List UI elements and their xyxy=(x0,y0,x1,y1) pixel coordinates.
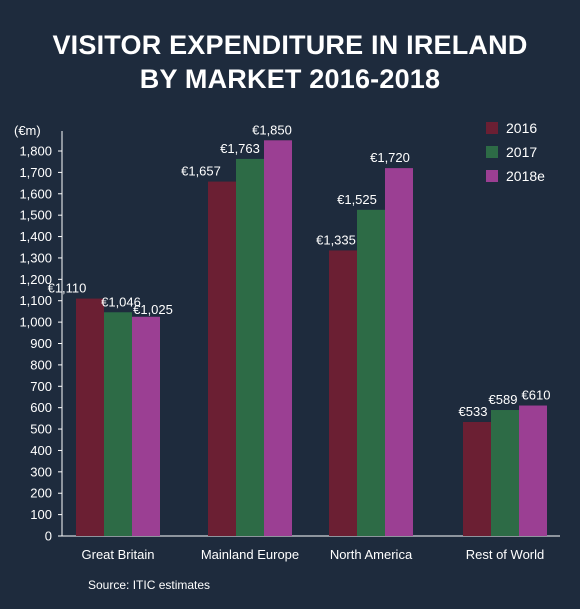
data-label: €610 xyxy=(522,388,551,403)
chart-title-line2: BY MARKET 2016-2018 xyxy=(139,64,441,94)
y-tick-label: 700 xyxy=(30,379,52,394)
chart-title: VISITOR EXPENDITURE IN IRELAND BY MARKET… xyxy=(0,28,580,96)
x-tick-label: Great Britain xyxy=(82,547,155,562)
y-tick-label: 0 xyxy=(45,529,52,544)
data-label: €1,720 xyxy=(370,150,410,165)
bar-2016 xyxy=(208,181,236,536)
y-tick-label: 900 xyxy=(30,336,52,351)
chart-title-line1: VISITOR EXPENDITURE IN IRELAND xyxy=(52,30,528,60)
bar-2018e xyxy=(264,140,292,537)
data-label: €1,525 xyxy=(337,192,377,207)
y-tick-label: 100 xyxy=(30,507,52,522)
y-tick-label: 1,600 xyxy=(19,186,52,201)
legend-swatch-2017 xyxy=(486,146,498,158)
y-tick-label: 1,700 xyxy=(19,165,52,180)
data-label: €1,110 xyxy=(48,281,87,296)
legend-swatch-2016 xyxy=(486,122,498,134)
data-label: €1,046 xyxy=(101,294,141,309)
y-tick-label: 800 xyxy=(30,357,52,372)
x-tick-label: North America xyxy=(330,547,413,562)
data-label: €1,850 xyxy=(252,122,292,137)
y-tick-label: 400 xyxy=(30,443,52,458)
y-tick-label: 200 xyxy=(30,486,52,501)
x-tick-label: Mainland Europe xyxy=(201,547,299,562)
y-tick-label: 1,400 xyxy=(19,229,52,244)
x-tick-label: Rest of World xyxy=(466,547,545,562)
bar-2017 xyxy=(104,312,132,536)
source-note: Source: ITIC estimates xyxy=(88,578,211,592)
data-label: €1,763 xyxy=(220,141,260,156)
bar-2018e xyxy=(132,316,160,536)
y-tick-label: 600 xyxy=(30,400,52,415)
bar-2017 xyxy=(357,209,385,536)
bar-2017 xyxy=(236,158,264,537)
legend-label: 2017 xyxy=(506,144,537,160)
data-label: €1,657 xyxy=(181,164,221,179)
bar-2017 xyxy=(491,410,519,536)
data-label: €1,025 xyxy=(133,302,173,317)
y-tick-label: 1,800 xyxy=(19,144,52,159)
y-tick-label: 1,500 xyxy=(19,208,52,223)
y-axis-unit-label: (€m) xyxy=(14,123,41,138)
data-label: €589 xyxy=(489,392,518,407)
y-tick-label: 1,100 xyxy=(19,293,52,308)
legend-label: 2018e xyxy=(506,168,545,184)
bar-2016 xyxy=(76,298,104,536)
bar-2018e xyxy=(385,168,413,536)
y-tick-label: 1,300 xyxy=(19,250,52,265)
bar-2018e xyxy=(519,405,547,536)
y-tick-label: 1,200 xyxy=(19,272,52,287)
legend-swatch-2018e xyxy=(486,170,498,182)
y-tick-label: 300 xyxy=(30,464,52,479)
bar-2016 xyxy=(463,421,491,536)
legend-label: 2016 xyxy=(506,120,537,136)
data-label: €1,335 xyxy=(316,232,356,247)
y-tick-label: 1,000 xyxy=(19,315,52,330)
bar-2016 xyxy=(329,250,357,537)
data-label: €533 xyxy=(459,404,488,419)
y-tick-label: 500 xyxy=(30,422,52,437)
